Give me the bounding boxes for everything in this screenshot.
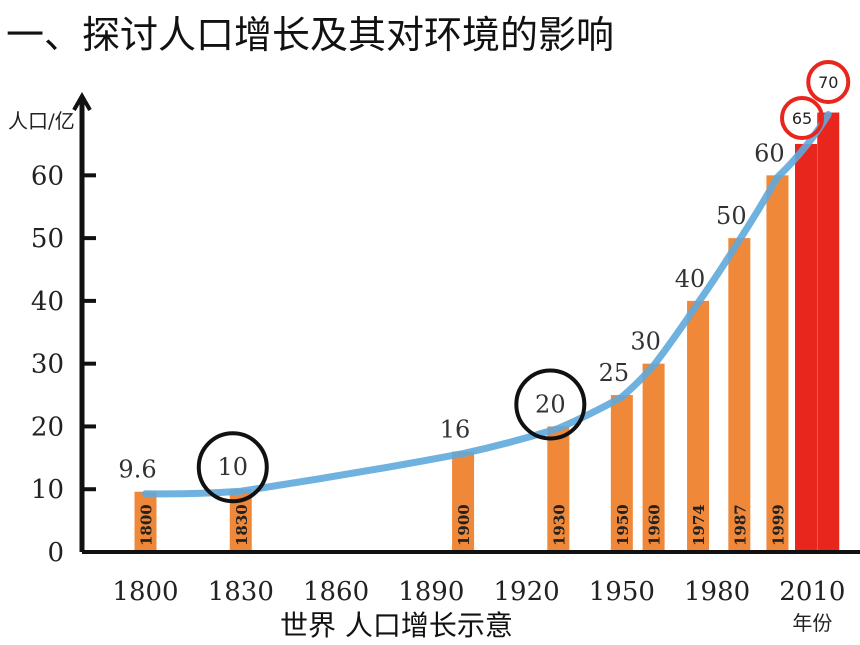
bar-year-label: 1999 (769, 504, 787, 546)
y-tick-label: 50 (31, 224, 64, 254)
y-axis-label: 人口/亿 (8, 109, 75, 133)
bar-year-label: 1930 (550, 504, 568, 546)
value-label: 20 (535, 390, 566, 418)
bar-year-label: 1960 (646, 504, 664, 546)
labels-layer: 0 10 20 30 40 50 60 1800 1830 1860 1890 1920 1950 198… (8, 60, 851, 635)
y-tick-label: 60 (31, 161, 64, 191)
bar-1900 (452, 451, 475, 552)
y-tick-label: 20 (31, 412, 64, 442)
value-label: 30 (630, 328, 661, 356)
highlight-circle (196, 431, 269, 504)
bar-1930 (547, 426, 570, 552)
bar-1950 (610, 395, 633, 552)
highlight-circle (806, 60, 851, 104)
bar-year-label: 1950 (614, 504, 632, 546)
bar-2008 (795, 143, 818, 552)
x-tick-label: 1800 (112, 577, 178, 607)
bar-1974 (687, 300, 710, 552)
bar-1830 (229, 489, 252, 552)
trend-layer (142, 111, 832, 498)
value-label: 25 (599, 359, 630, 387)
value-label: 50 (716, 202, 747, 230)
x-tick-label: 1920 (493, 577, 559, 607)
axes-layer (72, 91, 860, 554)
x-tick-label: 1830 (208, 577, 274, 607)
y-axis-arrow (72, 91, 92, 111)
value-label: 70 (818, 73, 838, 92)
bar-2015 (817, 112, 840, 553)
x-tick-label: 2010 (779, 577, 845, 607)
x-axis-label: 年份 (792, 611, 832, 635)
bars-layer (134, 112, 840, 553)
y-tick-label: 0 (47, 538, 64, 568)
highlight-circle (780, 96, 825, 140)
bar-1987 (728, 238, 751, 552)
y-tick-label: 10 (31, 475, 64, 505)
y-tick-label: 40 (31, 287, 64, 317)
x-tick-label: 1890 (398, 577, 464, 607)
value-label: 10 (218, 453, 249, 481)
bar-1999 (766, 175, 789, 553)
bar-1800 (134, 491, 157, 552)
value-label: 16 (440, 416, 471, 444)
value-label: 40 (675, 265, 706, 293)
bar-year-label: 1987 (731, 504, 749, 546)
bar-1960 (642, 363, 665, 552)
value-label: 60 (754, 139, 785, 167)
bar-year-label: 1974 (690, 504, 708, 546)
x-tick-label: 1860 (303, 577, 369, 607)
chart-caption: 世界 人口增长示意 (280, 609, 513, 642)
bar-year-label: 1830 (233, 504, 251, 546)
value-label: 65 (792, 109, 812, 128)
x-tick-label: 1950 (589, 577, 655, 607)
trend-line (142, 111, 832, 498)
bar-year-label: 1800 (138, 504, 156, 546)
page-title: 一、探讨人口增长及其对环境的影响 (6, 13, 615, 57)
y-tick-label: 30 (31, 350, 64, 380)
bar-year-label: 1900 (455, 504, 473, 546)
x-tick-label: 1980 (684, 577, 750, 607)
value-label: 9.6 (118, 456, 156, 484)
highlight-circle (514, 368, 587, 441)
